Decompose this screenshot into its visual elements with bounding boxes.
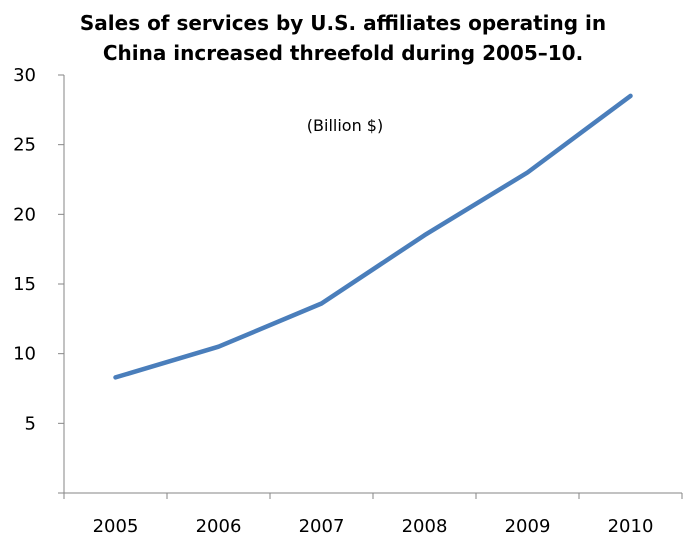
x-tick-label: 2009 bbox=[505, 516, 551, 537]
y-tick-label: 30 bbox=[13, 65, 36, 86]
y-tick-label: 25 bbox=[13, 135, 36, 156]
y-tick-label: 5 bbox=[25, 413, 36, 434]
y-tick-label: 15 bbox=[13, 274, 36, 295]
chart-title-line-2: China increased threefold during 2005–10… bbox=[102, 41, 584, 65]
tick-labels: 5 10 15 20 25 30 2005 2006 2007 2008 2009 2010 bbox=[13, 65, 653, 537]
unit-annotation: (Billion $) bbox=[307, 116, 383, 135]
chart-title-line-1: Sales of services by U.S. affiliates ope… bbox=[79, 11, 607, 35]
x-tick-label: 2008 bbox=[402, 516, 448, 537]
y-tick-label: 20 bbox=[13, 204, 36, 225]
axes bbox=[58, 74, 683, 499]
chart-title: Sales of services by U.S. affiliates ope… bbox=[0, 8, 686, 68]
x-tick-label: 2010 bbox=[608, 516, 654, 537]
series-layer bbox=[113, 93, 633, 380]
series-line bbox=[113, 93, 633, 380]
y-tick-label: 10 bbox=[13, 344, 36, 365]
x-tick-label: 2005 bbox=[93, 516, 139, 537]
x-tick-label: 2007 bbox=[299, 516, 345, 537]
x-tick-label: 2006 bbox=[196, 516, 242, 537]
